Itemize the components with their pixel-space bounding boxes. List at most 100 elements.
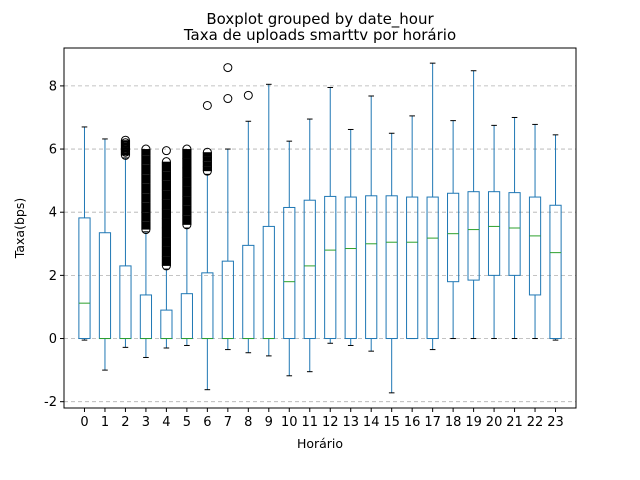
x-tick-label: 15 — [383, 415, 400, 430]
box-9 — [262, 83, 275, 357]
x-tick-label: 2 — [121, 415, 129, 430]
outlier-band — [202, 152, 212, 157]
y-tick-label: -2 — [44, 395, 57, 410]
x-tick-label: 8 — [244, 415, 252, 430]
y-tick-label: 0 — [49, 332, 57, 347]
x-tick-label: 20 — [486, 415, 503, 430]
box-iqr — [426, 196, 439, 340]
outlier-band — [120, 140, 131, 143]
outlier-band — [202, 156, 212, 162]
outlier-point — [223, 94, 233, 104]
x-tick-label: 5 — [183, 415, 191, 430]
box-iqr — [303, 199, 316, 340]
box-14 — [365, 95, 378, 352]
box-iqr — [283, 206, 296, 340]
outlier-band — [182, 196, 192, 206]
y-axis: -2 0 2 4 6 8 — [44, 79, 64, 410]
box-7 — [221, 63, 234, 351]
y-tick-label: 2 — [49, 269, 57, 284]
box-15 — [385, 132, 398, 394]
x-tick-label: 22 — [527, 415, 544, 430]
outlier-band — [141, 149, 151, 156]
plot-frame — [63, 47, 577, 409]
box-iqr — [467, 191, 480, 281]
outlier-band — [120, 149, 131, 153]
x-tick-label: 17 — [424, 415, 441, 430]
outlier-band — [182, 215, 192, 225]
box-8 — [242, 90, 255, 354]
box-4 — [160, 146, 173, 349]
box-iqr — [344, 196, 357, 340]
outlier-point — [202, 100, 212, 110]
x-tick-label: 3 — [142, 415, 150, 430]
outlier-band — [141, 155, 151, 165]
outlier-band — [161, 171, 171, 181]
outlier-band — [161, 199, 171, 210]
box-13 — [344, 128, 357, 346]
chart-title: Taxa de uploads smarttv por horário — [183, 26, 456, 44]
x-tick-label: 7 — [224, 415, 232, 430]
outlier-point — [202, 147, 212, 157]
box-iqr — [78, 217, 91, 340]
box-0 — [78, 126, 91, 341]
outlier-band — [161, 237, 171, 247]
outlier-band — [182, 177, 192, 187]
chart-suptitle: Boxplot grouped by date_hour — [206, 10, 434, 29]
x-tick-label: 4 — [162, 415, 170, 430]
outlier-band — [161, 161, 171, 172]
box-12 — [324, 86, 337, 344]
box-iqr — [242, 244, 255, 340]
box-23 — [549, 134, 562, 341]
x-tick-label: 13 — [342, 415, 359, 430]
x-tick-label: 6 — [203, 415, 211, 430]
x-tick-label: 9 — [265, 415, 273, 430]
x-tick-label: 11 — [301, 415, 318, 430]
outlier-point — [120, 135, 130, 145]
box-iqr — [487, 191, 501, 276]
x-axis-label: Horário — [297, 436, 343, 451]
box-20 — [487, 124, 501, 340]
outlier-band — [120, 152, 131, 156]
box-iqr — [139, 294, 153, 340]
outlier-band — [161, 228, 171, 238]
x-axis: 0 1 2 3 4 5 6 7 8 9 10 11 12 13 14 15 16 17 18 19 20 21 22 23 — [80, 408, 564, 430]
x-tick-label: 12 — [322, 415, 339, 430]
outlier-band — [141, 183, 151, 194]
box-6 — [201, 100, 214, 391]
box-iqr — [221, 260, 234, 340]
box-18 — [447, 120, 460, 340]
box-22 — [528, 123, 542, 340]
y-tick-label: 4 — [49, 206, 57, 221]
outlier-band — [161, 218, 171, 228]
outlier-point — [161, 146, 171, 156]
box-3 — [139, 144, 153, 358]
x-tick-label: 0 — [80, 415, 88, 430]
outlier-band — [202, 166, 212, 172]
x-tick-label: 1 — [101, 415, 109, 430]
box-iqr — [262, 225, 275, 340]
outlier-band — [161, 190, 171, 200]
outlier-band — [182, 186, 192, 197]
box-19 — [467, 70, 480, 340]
box-iqr — [406, 196, 419, 340]
box-iqr — [385, 195, 398, 340]
outlier-point — [182, 144, 192, 154]
box-series — [78, 62, 562, 394]
outlier-band — [141, 174, 151, 184]
box-iqr — [180, 293, 193, 340]
outlier-point — [243, 90, 253, 100]
outlier-band — [141, 202, 151, 213]
outlier-band — [161, 246, 171, 257]
box-11 — [303, 118, 316, 373]
outlier-band — [202, 161, 212, 167]
outlier-point — [223, 63, 233, 73]
y-axis-label: Taxa(bps) — [12, 198, 27, 259]
outlier-band — [182, 149, 192, 159]
outlier-band — [182, 158, 192, 168]
x-tick-label: 23 — [547, 415, 564, 430]
outlier-band — [161, 180, 171, 191]
box-10 — [283, 140, 296, 377]
outlier-band — [141, 193, 151, 203]
box-21 — [508, 116, 521, 340]
x-tick-label: 19 — [465, 415, 482, 430]
